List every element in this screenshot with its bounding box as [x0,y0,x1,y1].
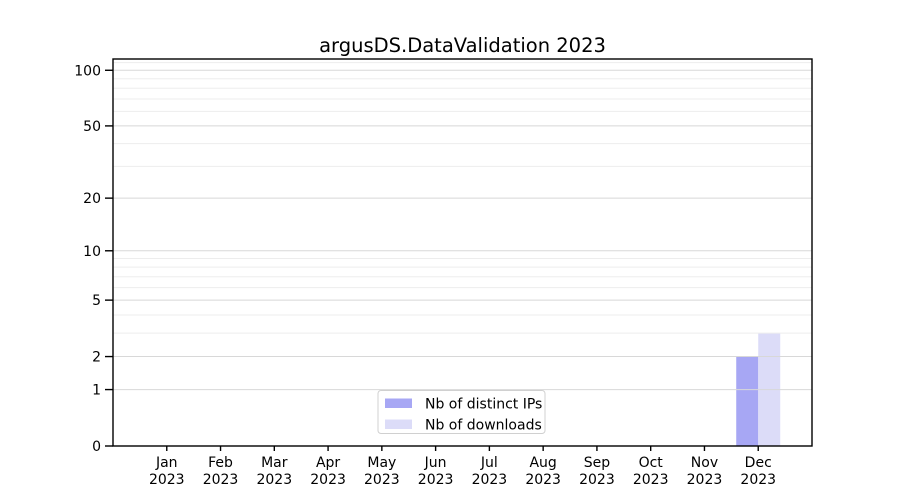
x-tick-label-year: 2023 [740,472,776,488]
legend-box [377,390,546,434]
y-tick-label: 10 [83,244,101,260]
x-tick-label-year: 2023 [525,472,561,488]
x-tick-label-month: Oct [639,455,664,471]
legend-label-nb-of-downloads: Nb of downloads [425,418,542,434]
y-tick-label: 0 [92,439,101,455]
y-tick-label: 50 [83,119,101,135]
x-tick-label-month: Nov [691,455,718,471]
y-tick-label: 5 [92,293,101,309]
plot-border [112,58,813,447]
x-tick-label-year: 2023 [418,472,454,488]
legend-swatch-nb-of-downloads [385,419,412,429]
y-tick-label: 2 [92,350,101,366]
x-tick-label-year: 2023 [256,472,292,488]
x-tick-label-year: 2023 [472,472,508,488]
x-tick-label-year: 2023 [203,472,239,488]
x-tick-label-year: 2023 [687,472,723,488]
x-tick-label-month: Jan [155,455,178,471]
bar-nb-of-distinct-ips-dec [736,356,759,446]
x-tick-label-year: 2023 [579,472,615,488]
x-tick-label-year: 2023 [364,472,400,488]
x-tick-label-year: 2023 [633,472,669,488]
y-tick-label: 100 [74,63,101,79]
legend-label-nb-of-distinct-ips: Nb of distinct IPs [425,397,542,413]
y-tick-label: 20 [83,191,101,207]
x-tick-label-month: Jul [480,455,498,471]
x-tick-label-month: Jun [424,455,447,471]
x-tick-label-month: Aug [529,455,556,471]
x-tick-label-month: Sep [584,455,611,471]
chart-title: argusDS.DataValidation 2023 [319,34,606,57]
x-tick-label-year: 2023 [310,472,346,488]
x-tick-label-year: 2023 [149,472,185,488]
x-tick-label-month: May [367,455,396,471]
x-tick-label-month: Apr [316,455,340,471]
x-tick-label-month: Dec [745,455,772,471]
x-tick-label-month: Mar [261,455,288,471]
x-tick-label-month: Feb [208,455,233,471]
y-tick-label: 1 [92,383,101,399]
legend-swatch-nb-of-distinct-ips [385,398,412,408]
